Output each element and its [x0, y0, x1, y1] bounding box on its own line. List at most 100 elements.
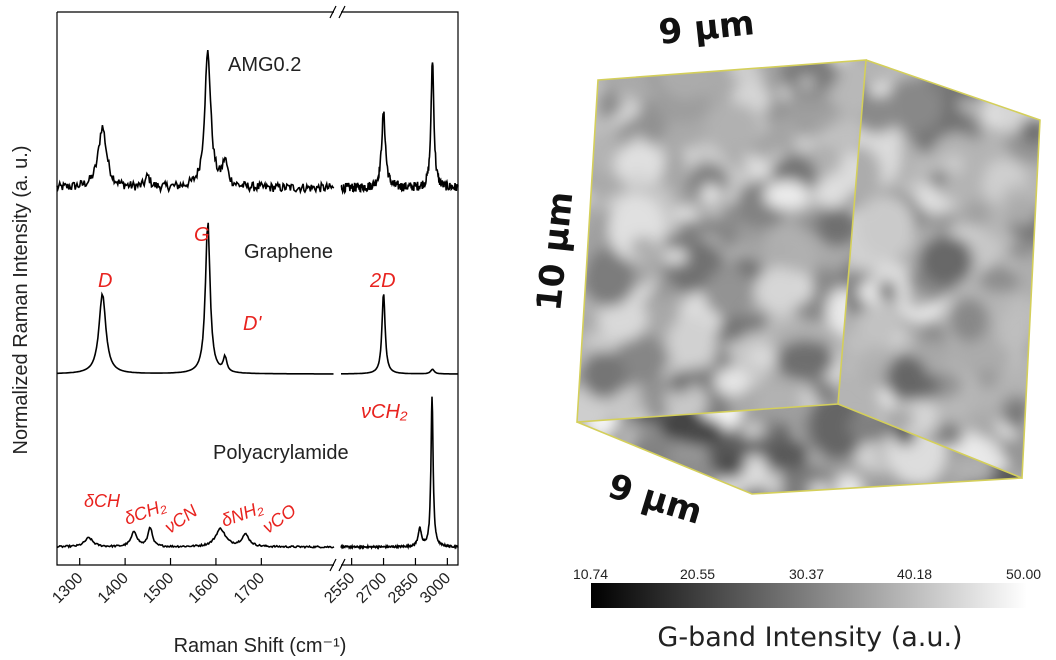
colorbar-tick-1: 20.55	[680, 566, 715, 582]
series-label-polyacrylamide: Polyacrylamide	[213, 442, 349, 464]
cube-texture-blob	[679, 417, 726, 448]
colorbar-tick-4: 50.00	[1006, 566, 1041, 582]
cube-texture-blob	[760, 241, 794, 263]
spectrum-amg02-segment-2	[340, 62, 459, 195]
cube-texture-blob	[584, 472, 605, 486]
annotation-2d: 2D	[369, 270, 396, 292]
axis-break-bottom	[329, 558, 346, 572]
cube-front-face	[577, 60, 866, 422]
cube-texture-blob	[581, 60, 607, 73]
cube-texture-blob	[962, 405, 1002, 435]
cube-texture-blob	[662, 217, 682, 237]
spectrum-amg02-segment-1	[56, 50, 335, 195]
spectrum-graphene-segment-2	[341, 294, 458, 375]
cube-texture-blob	[666, 316, 717, 369]
cube-texture-blob	[949, 480, 975, 494]
cube-texture-blob	[580, 74, 599, 88]
cube-texture-blob	[1001, 397, 1033, 431]
cube-texture-blob	[581, 436, 616, 470]
colorbar-tick-0: 10.74	[573, 566, 608, 582]
cube-texture-blob	[727, 60, 772, 84]
cube-texture-blob	[747, 346, 781, 368]
cube-texture-blob	[886, 355, 929, 402]
cube-texture-blob	[1003, 72, 1037, 100]
cube-texture-blob	[966, 391, 988, 414]
annotation-g: G	[194, 224, 210, 246]
cube-texture-blob	[918, 235, 974, 285]
cube-dimension-height: 10 µm	[529, 190, 581, 313]
cube-texture-blob	[582, 248, 635, 307]
cube-texture-blob	[1013, 60, 1040, 83]
cube-texture-blob	[905, 290, 930, 310]
y-axis-label: Normalized Raman Intensity (a. u.)	[10, 145, 32, 454]
cube-texture-blob	[714, 367, 750, 396]
x-tick-label: 2850	[385, 570, 422, 607]
cube-texture-blob	[704, 268, 755, 318]
cube-texture-blob	[753, 267, 806, 314]
cube-texture-blob	[816, 208, 859, 246]
annotation-d-prime: D'	[243, 313, 262, 335]
cube-texture-blob	[940, 60, 969, 86]
x-axis-label: Raman Shift (cm⁻¹)	[174, 635, 347, 657]
axis-break-top	[329, 5, 346, 19]
cube-texture-blob	[937, 60, 997, 91]
cube-texture-blob	[978, 264, 1019, 293]
cube-texture-blob	[796, 209, 817, 227]
spectrum-graphene-segment-1	[57, 222, 334, 375]
cube-texture-blob	[798, 77, 815, 89]
cube-texture-blob	[1023, 67, 1040, 99]
series-label-amg: AMG0.2	[228, 54, 301, 76]
annotation-nu-ch2: νCH₂	[361, 401, 408, 423]
plot-frame	[56, 5, 459, 572]
cube-texture-blob	[763, 473, 782, 494]
colorbar-label: G-band Intensity (a.u.)	[657, 622, 962, 653]
cube-texture-blob	[814, 179, 849, 208]
x-tick-label: 2700	[353, 570, 390, 607]
cube-texture-blob	[914, 341, 953, 368]
x-tick-label: 1300	[49, 570, 86, 607]
cube-texture-blob	[613, 333, 668, 385]
annotation-nu-co: νCO	[259, 500, 300, 537]
spectrum-polyacrylamide-segment-2	[340, 396, 459, 551]
cube-texture-blob	[853, 95, 900, 134]
cube-texture-blob	[629, 236, 659, 259]
cube-texture-blob	[577, 465, 596, 482]
cube-texture-blob	[977, 368, 999, 389]
cube-texture-blob	[1023, 60, 1040, 78]
x-tick-label: 1700	[231, 570, 268, 607]
cube-texture-blob	[668, 370, 692, 394]
cube-texture-blob	[996, 308, 1035, 353]
spectrum-polyacrylamide-segment-1	[56, 526, 335, 549]
cube-texture-blob	[776, 340, 835, 380]
annotation-nu-cn: νCN	[161, 500, 202, 537]
cube-texture-blob	[1005, 196, 1039, 226]
cube-texture-blob	[877, 280, 897, 301]
cube-texture-blob	[841, 358, 858, 376]
cube-texture-blob	[705, 102, 763, 153]
cube-texture-blob	[844, 331, 869, 356]
series-label-graphene: Graphene	[244, 241, 333, 263]
cube-texture-blob	[799, 388, 817, 407]
x-tick-label: 2550	[321, 570, 358, 607]
cube-texture-blob	[666, 60, 684, 69]
cube-texture-blob	[579, 472, 599, 489]
cube-texture-blob	[885, 77, 945, 133]
cube-texture-blob	[929, 68, 956, 95]
cube-texture-blob	[624, 169, 652, 188]
cube-texture-blob	[1022, 411, 1040, 427]
annotation-d: D	[98, 270, 112, 292]
cube-texture-blob	[1008, 427, 1040, 478]
cube-texture-blob	[827, 60, 866, 116]
colorbar-tick-2: 30.37	[789, 566, 824, 582]
cube-texture-blob	[949, 298, 989, 342]
cube-texture-blob	[624, 448, 646, 467]
cube-edges	[576, 59, 1041, 495]
cube-texture-blob	[858, 194, 916, 260]
cube-texture-blob	[740, 420, 765, 439]
annotation-delta-ch: δCH	[84, 491, 121, 511]
x-tick-label: 1400	[95, 570, 132, 607]
colorbar: 10.74 20.55 30.37 40.18 50.00 G-band Int…	[573, 566, 1041, 653]
cube-dimension-top: 9 µm	[657, 3, 757, 53]
